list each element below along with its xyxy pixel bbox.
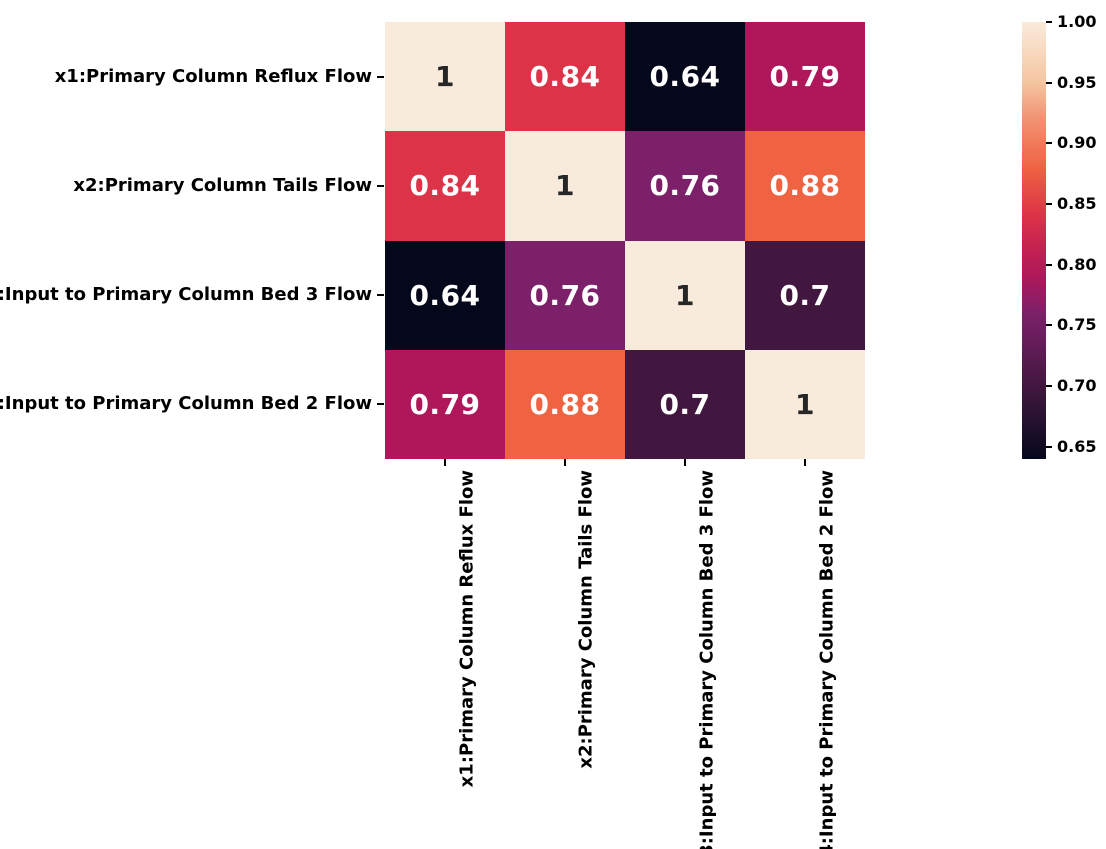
colorbar-tick-label: 0.70 — [1057, 376, 1097, 396]
cell-annotation: 0.7 — [779, 278, 831, 312]
heatmap-cell: 0.76 — [625, 131, 745, 241]
heatmap-cell: 0.79 — [385, 349, 505, 459]
heatmap-cell: 1 — [745, 349, 865, 459]
colorbar-tick — [1046, 142, 1052, 145]
y-axis-label: x3:Input to Primary Column Bed 3 Flow — [0, 284, 372, 306]
heatmap-cell: 0.7 — [745, 240, 865, 350]
colorbar-tick — [1046, 81, 1052, 84]
y-axis-tick — [377, 75, 384, 78]
heatmap-cell: 0.88 — [505, 349, 625, 459]
colorbar-tick — [1046, 324, 1052, 327]
cell-annotation: 0.84 — [409, 169, 481, 203]
cell-annotation: 0.7 — [659, 387, 711, 421]
heatmap-cell: 0.84 — [385, 131, 505, 241]
x-axis-tick — [684, 459, 686, 466]
cell-annotation: 0.76 — [649, 169, 721, 203]
cell-annotation: 0.84 — [529, 60, 601, 94]
heatmap-cell: 0.7 — [625, 349, 745, 459]
colorbar-tick-label: 0.65 — [1057, 436, 1097, 456]
cell-annotation: 0.79 — [409, 387, 481, 421]
cell-annotation: 0.76 — [529, 278, 601, 312]
y-axis-label: x2:Primary Column Tails Flow — [73, 174, 372, 196]
y-axis-tick — [377, 403, 384, 406]
cell-annotation: 0.79 — [769, 60, 841, 94]
colorbar-tick-label: 1.00 — [1057, 12, 1097, 31]
colorbar-tick — [1046, 21, 1052, 23]
x-axis-label: x2:Primary Column Tails Flow — [576, 470, 597, 769]
cell-annotation: 1 — [795, 387, 815, 421]
y-axis-tick — [377, 184, 384, 187]
heatmap-cell: 1 — [625, 240, 745, 350]
heatmap-cell: 1 — [385, 22, 505, 132]
y-axis-label: x1:Primary Column Reflux Flow — [54, 65, 372, 87]
x-axis-tick — [444, 459, 446, 466]
x-axis-label: x1:Primary Column Reflux Flow — [456, 470, 477, 788]
heatmap-cell: 0.64 — [625, 22, 745, 132]
cell-annotation: 0.64 — [649, 60, 721, 94]
heatmap-cell: 0.79 — [745, 22, 865, 132]
colorbar-tick-label: 0.90 — [1057, 133, 1097, 153]
colorbar-tick-label: 0.85 — [1057, 194, 1097, 214]
colorbar-gradient — [1022, 22, 1046, 459]
cell-annotation: 0.88 — [529, 387, 601, 421]
x-axis-tick — [564, 459, 566, 466]
cell-annotation: 1 — [675, 278, 695, 312]
colorbar-tick-label: 0.75 — [1057, 315, 1097, 335]
x-axis-label: x4:Input to Primary Column Bed 2 Flow — [816, 470, 837, 849]
cell-annotation: 1 — [435, 60, 455, 94]
colorbar-tick — [1046, 263, 1052, 266]
cell-annotation: 0.88 — [769, 169, 841, 203]
colorbar-tick-label: 0.80 — [1057, 254, 1097, 274]
x-axis-tick — [804, 459, 806, 466]
heatmap-cell: 1 — [505, 131, 625, 241]
colorbar-tick — [1046, 385, 1052, 388]
heatmap-cell: 0.76 — [505, 240, 625, 350]
colorbar-tick-label: 0.95 — [1057, 72, 1097, 92]
y-axis-tick — [377, 294, 384, 297]
colorbar-tick — [1046, 445, 1052, 448]
x-axis-label: x3:Input to Primary Column Bed 3 Flow — [696, 470, 717, 849]
y-axis-label: x4:Input to Primary Column Bed 2 Flow — [0, 393, 372, 415]
heatmap-cell: 0.64 — [385, 240, 505, 350]
cell-annotation: 1 — [555, 169, 575, 203]
colorbar-tick — [1046, 203, 1052, 206]
heatmap-cell: 0.84 — [505, 22, 625, 132]
cell-annotation: 0.64 — [409, 278, 481, 312]
heatmap-cell: 0.88 — [745, 131, 865, 241]
